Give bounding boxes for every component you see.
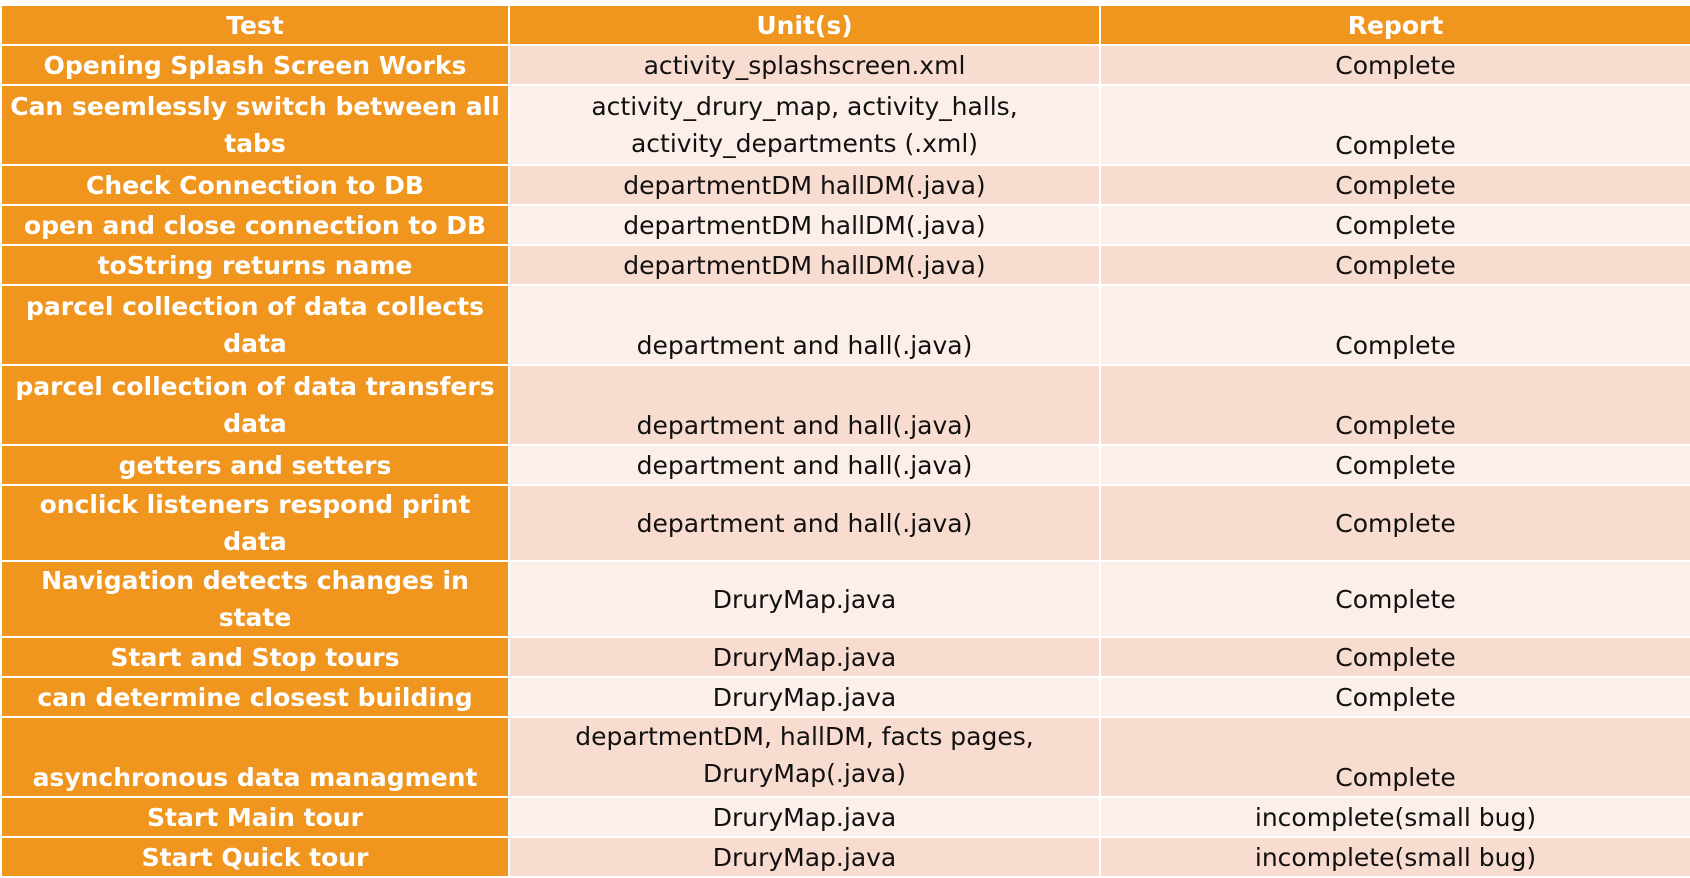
- test-cell: Navigation detects changes in state: [0, 560, 510, 638]
- table-row: can determine closest building DruryMap.…: [0, 676, 1690, 718]
- test-cell: Opening Splash Screen Works: [0, 44, 510, 86]
- units-cell: DruryMap.java: [508, 676, 1101, 718]
- units-cell: department and hall(.java): [508, 484, 1101, 562]
- table-row: toString returns name departmentDM hallD…: [0, 244, 1690, 286]
- report-cell: incomplete(small bug): [1099, 796, 1690, 838]
- table-row: parcel collection of data transfers data…: [0, 364, 1690, 446]
- test-cell: Can seemlessly switch between all tabs: [0, 84, 510, 166]
- table-row: asynchronous data managment departmentDM…: [0, 716, 1690, 798]
- test-cell: Check Connection to DB: [0, 164, 510, 206]
- units-cell: departmentDM, hallDM, facts pages, Drury…: [508, 716, 1101, 798]
- table-row: parcel collection of data collects data …: [0, 284, 1690, 366]
- test-cell: Start Main tour: [0, 796, 510, 838]
- report-cell: Complete: [1099, 676, 1690, 718]
- units-cell: DruryMap.java: [508, 796, 1101, 838]
- report-cell: Complete: [1099, 716, 1690, 798]
- test-cell: getters and setters: [0, 444, 510, 486]
- test-cell: Start and Stop tours: [0, 636, 510, 678]
- report-cell: Complete: [1099, 84, 1690, 166]
- units-cell: department and hall(.java): [508, 444, 1101, 486]
- table-row: Check Connection to DB departmentDM hall…: [0, 164, 1690, 206]
- report-cell: Complete: [1099, 364, 1690, 446]
- table-row: Can seemlessly switch between all tabs a…: [0, 84, 1690, 166]
- table-row: Start Quick tour DruryMap.java incomplet…: [0, 836, 1690, 878]
- report-cell: Complete: [1099, 164, 1690, 206]
- report-cell: Complete: [1099, 284, 1690, 366]
- report-cell: incomplete(small bug): [1099, 836, 1690, 878]
- report-cell: Complete: [1099, 636, 1690, 678]
- report-cell: Complete: [1099, 204, 1690, 246]
- table-row: getters and setters department and hall(…: [0, 444, 1690, 486]
- test-report-table: Test Unit(s) Report Opening Splash Scree…: [0, 4, 1690, 878]
- units-cell: activity_drury_map, activity_halls, acti…: [508, 84, 1101, 166]
- report-cell: Complete: [1099, 244, 1690, 286]
- header-test: Test: [0, 4, 510, 46]
- test-cell: toString returns name: [0, 244, 510, 286]
- test-cell: Start Quick tour: [0, 836, 510, 878]
- header-report: Report: [1099, 4, 1690, 46]
- units-cell: DruryMap.java: [508, 836, 1101, 878]
- units-cell: department and hall(.java): [508, 284, 1101, 366]
- test-cell: parcel collection of data collects data: [0, 284, 510, 366]
- test-cell: open and close connection to DB: [0, 204, 510, 246]
- units-cell: DruryMap.java: [508, 560, 1101, 638]
- test-cell: parcel collection of data transfers data: [0, 364, 510, 446]
- table-row: Start and Stop tours DruryMap.java Compl…: [0, 636, 1690, 678]
- test-cell: asynchronous data managment: [0, 716, 510, 798]
- report-cell: Complete: [1099, 484, 1690, 562]
- table-row: Navigation detects changes in state Drur…: [0, 560, 1690, 638]
- test-cell: onclick listeners respond print data: [0, 484, 510, 562]
- table-row: open and close connection to DB departme…: [0, 204, 1690, 246]
- header-units: Unit(s): [508, 4, 1101, 46]
- units-cell: activity_splashscreen.xml: [508, 44, 1101, 86]
- units-cell: departmentDM hallDM(.java): [508, 164, 1101, 206]
- table-row: onclick listeners respond print data dep…: [0, 484, 1690, 562]
- test-report-table-wrapper: Test Unit(s) Report Opening Splash Scree…: [0, 4, 1690, 878]
- units-cell: departmentDM hallDM(.java): [508, 204, 1101, 246]
- units-cell: DruryMap.java: [508, 636, 1101, 678]
- header-row: Test Unit(s) Report: [0, 4, 1690, 46]
- report-cell: Complete: [1099, 444, 1690, 486]
- units-cell: departmentDM hallDM(.java): [508, 244, 1101, 286]
- units-cell: department and hall(.java): [508, 364, 1101, 446]
- report-cell: Complete: [1099, 560, 1690, 638]
- table-row: Start Main tour DruryMap.java incomplete…: [0, 796, 1690, 838]
- report-cell: Complete: [1099, 44, 1690, 86]
- table-row: Opening Splash Screen Works activity_spl…: [0, 44, 1690, 86]
- test-cell: can determine closest building: [0, 676, 510, 718]
